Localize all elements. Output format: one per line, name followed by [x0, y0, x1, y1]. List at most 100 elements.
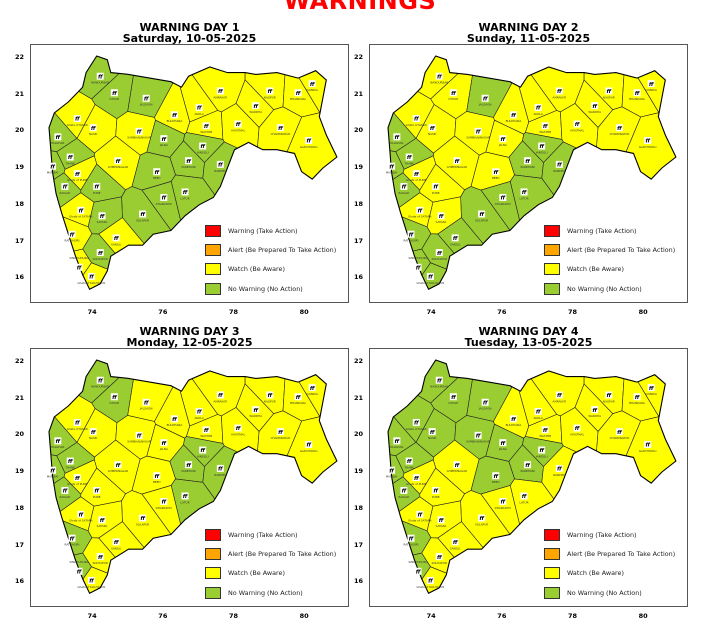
district-label: Ghats of PUNE — [67, 482, 88, 486]
weather-symbol-icon: ff — [202, 426, 210, 434]
weather-symbol-icon: ff — [499, 193, 507, 202]
svg-text:ff: ff — [75, 117, 81, 123]
district-label: Ghats of SATARA — [408, 215, 431, 219]
panel-date: Monday, 12-05-2025 — [126, 336, 253, 349]
district-label: PARBHANI — [181, 165, 195, 169]
svg-text:ff: ff — [433, 489, 439, 495]
y-tick-label: 20 — [353, 126, 363, 135]
weather-symbol-icon: ff — [499, 135, 507, 143]
svg-text:ff: ff — [407, 155, 413, 161]
district-label: WASHIM — [539, 130, 551, 134]
svg-text:ff: ff — [98, 251, 104, 257]
weather-symbol-icon: ff — [414, 263, 422, 271]
weather-symbol-icon: ff — [647, 384, 655, 392]
svg-text:ff: ff — [70, 536, 76, 542]
legend-swatch — [544, 528, 560, 541]
district-label: PALGHAR — [51, 141, 64, 145]
weather-symbol-icon: ff — [181, 492, 189, 500]
svg-text:ff: ff — [493, 170, 499, 176]
weather-symbol-icon: ff — [73, 114, 81, 123]
weather-symbol-icon: ff — [160, 135, 168, 143]
district-label: THANE — [64, 465, 75, 469]
weather-symbol-icon: ff — [73, 474, 81, 482]
legend-item: No Warning (No Action) — [205, 583, 336, 602]
svg-text:ff: ff — [617, 430, 623, 436]
legend-item: Warning (Take Action) — [205, 221, 336, 240]
weather-symbol-icon: ff — [435, 553, 443, 561]
svg-text:ff: ff — [116, 463, 122, 469]
y-tick-label: 22 — [353, 52, 363, 61]
district-label: GONDIA — [307, 88, 318, 92]
district-label: GADCHIROLI — [300, 145, 318, 149]
district-label: SAMBHAJINAGAR — [127, 440, 151, 444]
legend-label: Alert (Be Prepared To Take Action) — [228, 245, 337, 254]
legend-label: Watch (Be Aware) — [228, 265, 285, 274]
weather-symbol-icon: ff — [524, 461, 531, 469]
district-label: WARDHA — [588, 414, 601, 418]
legend-label: Alert (Be Prepared To Take Action) — [567, 549, 676, 558]
weather-symbol-icon: ff — [393, 133, 401, 141]
svg-text:ff: ff — [453, 540, 459, 546]
svg-text:ff: ff — [511, 417, 517, 423]
legend-item: Watch (Be Aware) — [544, 260, 675, 279]
weather-symbol-icon: ff — [87, 576, 95, 585]
legend-item: Alert (Be Prepared To Take Action) — [205, 544, 336, 563]
district-label: RAIGAD — [60, 191, 71, 195]
weather-symbol-icon: ff — [647, 80, 655, 88]
svg-text:ff: ff — [437, 555, 443, 561]
district-label: PALGHAR — [390, 141, 403, 145]
weather-symbol-icon: ff — [308, 80, 316, 88]
district-label: LATUR — [520, 196, 529, 200]
weather-symbol-icon: ff — [49, 466, 56, 474]
weather-symbol-icon: ff — [388, 466, 395, 474]
svg-text:ff: ff — [278, 126, 284, 132]
svg-text:ff: ff — [112, 91, 118, 97]
svg-text:ff: ff — [89, 275, 95, 281]
svg-text:ff: ff — [409, 232, 415, 238]
svg-text:ff: ff — [162, 500, 168, 506]
svg-text:ff: ff — [525, 159, 531, 165]
weather-symbol-icon: ff — [405, 153, 413, 161]
svg-text:ff: ff — [183, 190, 189, 196]
map-plot-area: ff ff ff ff ff ff ff ff ff ff ff ff ff ff ff ff ff ff ff ff… — [30, 44, 349, 303]
weather-symbol-icon: ff — [66, 153, 74, 161]
legend-label: Watch (Be Aware) — [567, 569, 624, 578]
weather-symbol-icon: ff — [199, 446, 206, 454]
x-tick-label: 74 — [426, 308, 436, 316]
weather-symbol-icon: ff — [199, 142, 206, 150]
svg-text:ff: ff — [479, 212, 485, 218]
panel-date: Tuesday, 13-05-2025 — [464, 336, 593, 349]
svg-text:ff: ff — [557, 467, 563, 473]
svg-text:ff: ff — [236, 426, 242, 432]
y-tick-label: 21 — [353, 393, 363, 402]
svg-text:ff: ff — [635, 91, 641, 97]
weather-symbol-icon: ff — [252, 406, 259, 414]
weather-symbol-icon: ff — [75, 567, 83, 575]
svg-text:ff: ff — [635, 395, 641, 401]
district-label: Ghats of KOLHAPUR — [77, 585, 105, 589]
svg-text:ff: ff — [451, 395, 457, 401]
district-label: KOLHAPUR — [432, 561, 447, 565]
weather-symbol-icon: ff — [153, 472, 160, 480]
y-tick-label: 19 — [353, 467, 363, 476]
weather-symbol-icon: ff — [605, 391, 613, 399]
svg-text:ff: ff — [98, 378, 104, 384]
district-label: AMRAVATI — [552, 95, 566, 99]
weather-symbol-icon: ff — [216, 464, 224, 473]
district-label: BHANDARA — [290, 401, 306, 405]
weather-symbol-icon: ff — [202, 122, 210, 130]
weather-symbol-icon: ff — [437, 516, 445, 524]
district-label: SANGLI — [450, 546, 461, 550]
district-label: PUNE — [432, 495, 440, 499]
weather-symbol-icon: ff — [426, 272, 434, 281]
legend-swatch — [544, 224, 560, 237]
svg-text:ff: ff — [77, 569, 83, 575]
weather-symbol-icon: ff — [534, 103, 542, 112]
district-label: THANE — [403, 465, 414, 469]
district-label: Ghats of KOLHAPUR — [416, 281, 444, 285]
legend-item: No Warning (No Action) — [205, 279, 336, 298]
svg-text:ff: ff — [439, 518, 445, 524]
svg-text:ff: ff — [389, 164, 395, 170]
legend-swatch — [205, 567, 221, 580]
district-label: Ghats of SATARA — [69, 519, 92, 523]
